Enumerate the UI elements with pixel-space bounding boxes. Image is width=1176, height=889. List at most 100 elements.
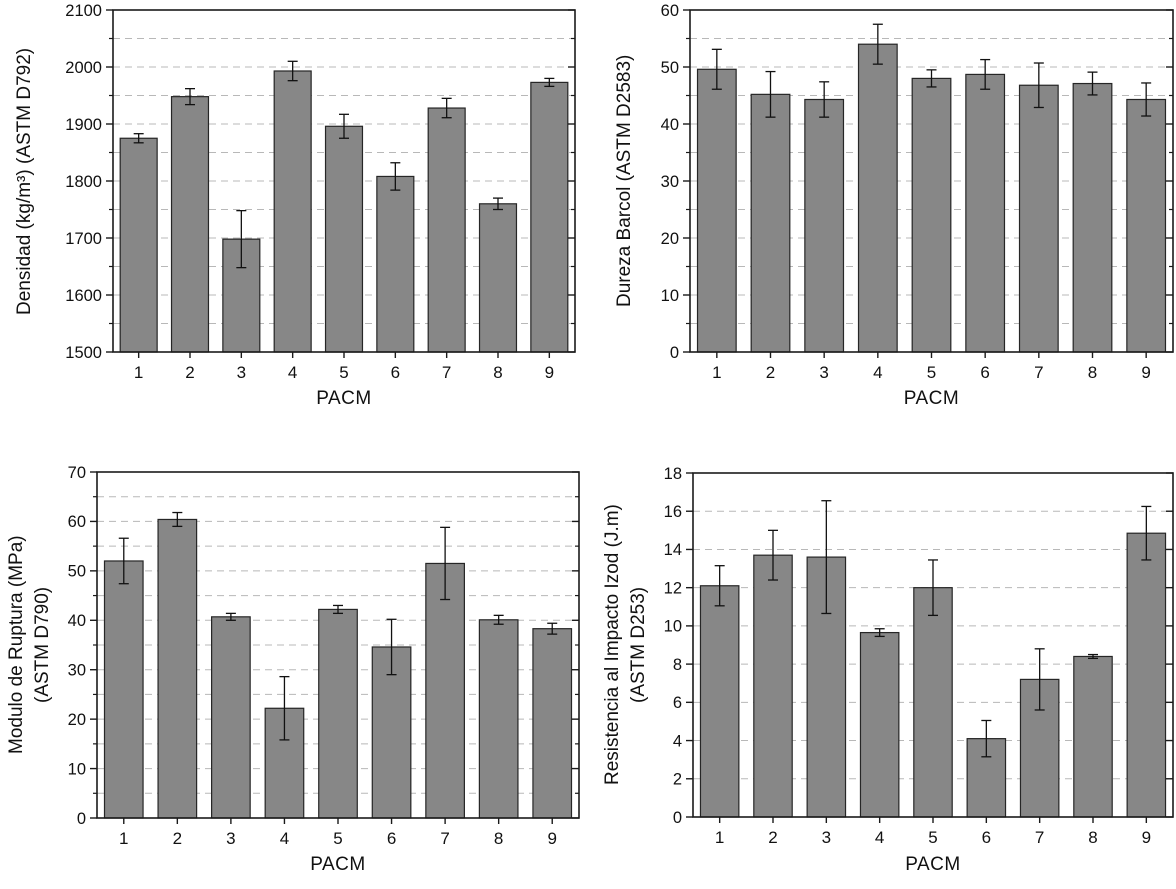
svg-text:0: 0 [77,810,86,828]
bar-5 [324,125,364,353]
y-tick-labels: 0 10 20 30 40 50 60 70 [68,464,86,828]
svg-text:1: 1 [715,828,724,847]
bar-2 [750,93,791,353]
bar-3 [804,98,845,353]
bar-5 [913,587,953,818]
bar-8 [478,619,519,819]
x-ticks [718,817,1148,823]
svg-text:2000: 2000 [65,59,102,77]
svg-text:9: 9 [1141,363,1150,382]
bar-4 [857,43,898,353]
svg-text:2: 2 [766,363,775,382]
bar-2 [753,554,793,818]
y-tick-labels: 0 2 4 6 8 10 12 14 16 18 [664,465,682,827]
y-tick-labels: 0 10 20 30 40 50 60 [661,2,679,362]
svg-text:16: 16 [664,503,682,521]
svg-text:2: 2 [185,363,194,382]
svg-text:14: 14 [664,541,682,559]
svg-text:20: 20 [661,230,679,248]
y-ticks [90,471,579,819]
bar-7 [1018,84,1059,353]
svg-text:1600: 1600 [65,287,102,305]
svg-text:9: 9 [547,829,556,848]
svg-text:40: 40 [661,116,679,134]
modulo-plot: 0 10 20 30 40 50 60 70 1 2 3 4 5 6 7 8 9 [68,464,580,848]
svg-text:1: 1 [712,363,721,382]
dureza-plot: 0 10 20 30 40 50 60 1 2 3 4 5 6 7 8 9 [661,2,1174,382]
svg-text:30: 30 [661,173,679,191]
svg-text:5: 5 [927,363,936,382]
svg-text:3: 3 [237,363,246,382]
svg-text:18: 18 [664,465,682,483]
svg-text:4: 4 [288,363,297,382]
svg-text:4: 4 [673,732,682,750]
svg-text:8: 8 [1088,363,1097,382]
error-bars [714,500,1152,758]
x-axis-title-modulo: PACM [310,854,366,875]
svg-text:8: 8 [1088,828,1097,847]
svg-text:3: 3 [226,829,235,848]
svg-text:20: 20 [68,711,86,729]
svg-text:10: 10 [661,287,679,305]
bar-1 [103,560,144,819]
svg-text:6: 6 [387,829,396,848]
svg-text:6: 6 [673,694,682,712]
bar-4 [273,70,312,353]
bar-9 [1126,532,1167,818]
bar-1 [699,585,740,818]
bar-7 [425,562,465,819]
svg-text:4: 4 [875,828,884,847]
svg-text:7: 7 [1035,828,1044,847]
bars [103,518,573,819]
svg-text:3: 3 [819,363,828,382]
bar-3 [211,616,251,819]
bar-4 [264,707,305,819]
svg-text:2: 2 [768,828,777,847]
svg-text:6: 6 [391,363,400,382]
x-axis-title-densidad: PACM [316,388,372,409]
chart-panel-resistencia: Resistencia al Impacto Izod (J.m) (ASTM … [588,440,1176,889]
svg-text:9: 9 [545,363,554,382]
x-tick-labels: 1 2 3 4 5 6 7 8 9 [119,829,557,848]
svg-text:50: 50 [661,59,679,77]
svg-text:70: 70 [68,464,86,482]
x-tick-labels: 1 2 3 4 5 6 7 8 9 [134,363,554,382]
bar-6 [371,646,412,819]
svg-text:2: 2 [173,829,182,848]
svg-text:50: 50 [68,563,86,581]
svg-text:60: 60 [68,513,86,531]
bar-8 [478,203,518,353]
svg-text:0: 0 [673,809,682,827]
svg-text:8: 8 [493,363,502,382]
svg-text:2100: 2100 [65,2,102,20]
y-ticks [683,9,1173,353]
svg-text:9: 9 [1142,828,1151,847]
error-bars [118,511,558,741]
bar-1 [696,68,737,353]
svg-text:4: 4 [280,829,289,848]
y-ticks [106,9,575,353]
svg-text:10: 10 [664,618,682,636]
svg-text:40: 40 [68,612,86,630]
x-ticks [716,352,1147,358]
x-tick-labels: 1 2 3 4 5 6 7 8 9 [715,828,1151,847]
svg-text:60: 60 [661,2,679,20]
y-ticks [686,472,1173,818]
svg-text:5: 5 [333,829,342,848]
y-tick-labels: 1500 1600 1700 1800 1900 2000 2100 [65,2,102,362]
svg-text:4: 4 [873,363,882,382]
svg-text:0: 0 [670,344,679,362]
error-bars [133,60,555,269]
svg-text:12: 12 [664,579,682,597]
svg-text:5: 5 [928,828,937,847]
svg-text:8: 8 [494,829,503,848]
bar-1 [119,137,158,353]
bar-4 [859,631,900,818]
svg-text:1: 1 [119,829,128,848]
bar-9 [532,628,573,819]
bar-6 [965,73,1006,353]
bars [696,43,1167,353]
bar-8 [1073,655,1113,818]
bar-8 [1072,82,1113,353]
